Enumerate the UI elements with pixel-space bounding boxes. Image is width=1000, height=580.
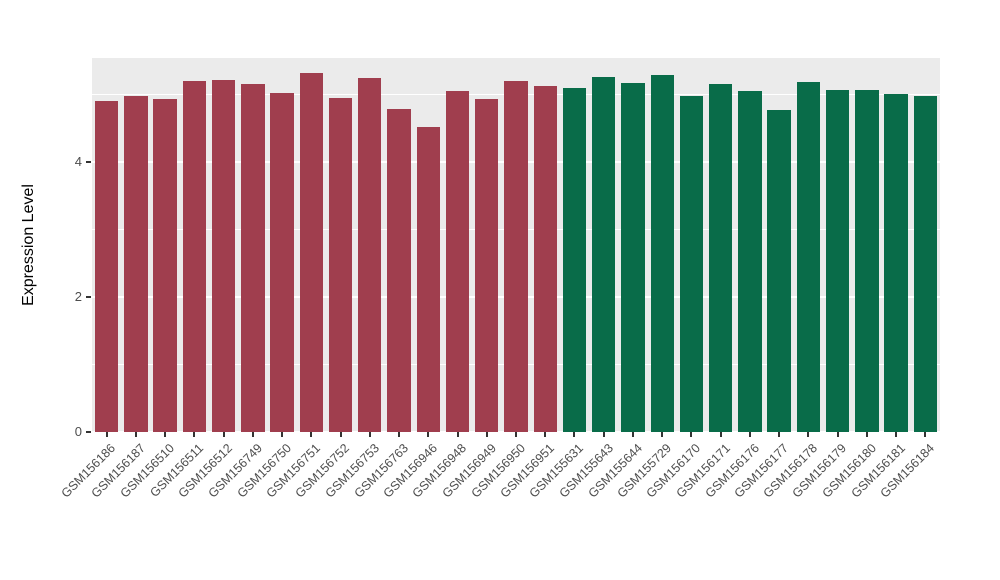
bar [650,74,674,432]
bar [533,85,557,432]
bar [884,93,908,432]
bar [738,91,762,432]
y-tick-label: 2 [74,288,82,304]
bar [445,91,470,432]
x-axis-tick [865,432,868,437]
bar [387,108,411,432]
bar [241,83,265,432]
x-axis-tick [456,432,459,437]
x-axis-tick [924,432,927,437]
x-axis-tick [164,432,167,437]
bar [211,80,236,432]
y-tick-label: 4 [74,153,82,169]
y-axis-tick [86,431,91,433]
bar [416,126,440,432]
x-axis-tick [544,432,547,437]
plot-panel [92,58,940,432]
y-tick-label: 0 [74,424,82,439]
x-axis-tick [661,432,664,437]
x-axis-tick [836,432,839,437]
bar [328,97,353,432]
bar [270,93,294,432]
x-axis-tick [105,432,108,437]
x-axis-tick [515,432,517,437]
bar [562,87,587,432]
x-axis-tick [631,432,634,437]
x-axis-tick [427,432,430,437]
y-axis-tick [86,295,91,298]
x-axis-tick [807,432,810,437]
bar [358,78,382,432]
x-axis-tick [573,432,576,437]
bar [504,80,528,432]
x-axis-tick [310,432,313,437]
x-axis-tick [748,432,751,437]
x-axis-tick [602,432,605,437]
bar [679,95,704,432]
y-axis-tick [86,160,91,163]
bar [767,109,791,432]
x-axis-tick [778,432,781,437]
x-axis-tick [251,432,254,437]
bar [913,95,938,432]
bar [182,80,207,432]
bar [825,89,850,432]
x-axis-tick [281,432,284,437]
bar [855,89,879,432]
bar [153,99,177,432]
bar [621,82,645,432]
x-axis-tick [339,432,342,437]
x-axis-tick [222,432,225,437]
bar [708,83,733,432]
bar [299,72,323,432]
x-axis-tick [895,432,898,437]
x-axis-tick [193,432,196,437]
bar [475,99,499,432]
x-axis-tick [719,432,722,437]
bar [592,76,616,432]
x-axis-tick [690,432,693,437]
x-axis-tick [368,432,371,437]
x-axis-tick [398,432,401,437]
x-axis-tick [485,432,488,437]
y-axis-title-text: Expression Level [20,184,37,306]
bar [124,95,148,432]
bar [796,81,821,432]
bar [94,101,119,432]
x-axis-tick [134,432,137,437]
y-axis-title: Expression Level [14,58,44,432]
